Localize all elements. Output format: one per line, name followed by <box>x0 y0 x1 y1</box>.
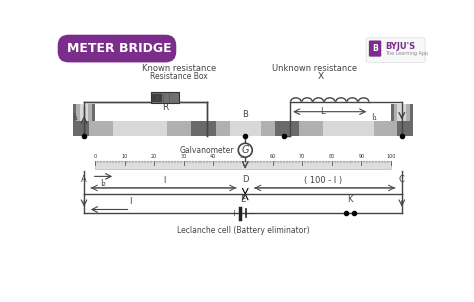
Text: 20: 20 <box>151 154 157 159</box>
Bar <box>391 104 393 121</box>
Text: 50: 50 <box>240 154 246 159</box>
Bar <box>73 104 95 121</box>
Text: BYJU'S: BYJU'S <box>385 42 415 51</box>
Bar <box>284 121 413 136</box>
Bar <box>230 121 261 136</box>
Text: 30: 30 <box>181 154 187 159</box>
Text: +: + <box>230 209 237 218</box>
Text: K: K <box>347 195 353 204</box>
Text: 0: 0 <box>93 154 97 159</box>
Text: Resistance Box: Resistance Box <box>151 72 208 81</box>
Bar <box>80 104 88 121</box>
Text: 70: 70 <box>299 154 305 159</box>
Text: A: A <box>81 175 87 184</box>
Text: Known resistance: Known resistance <box>142 64 217 73</box>
Text: 100: 100 <box>386 154 396 159</box>
Bar <box>95 161 391 169</box>
Text: L: L <box>319 107 324 116</box>
Bar <box>207 121 284 136</box>
Bar <box>73 121 207 136</box>
Text: 10: 10 <box>121 154 128 159</box>
Text: C: C <box>399 175 405 184</box>
Bar <box>152 94 162 102</box>
Text: R: R <box>162 103 168 111</box>
Text: Leclanche cell (Battery eliminator): Leclanche cell (Battery eliminator) <box>177 226 309 235</box>
FancyBboxPatch shape <box>369 40 381 57</box>
Bar <box>113 121 166 136</box>
Text: METER BRIDGE: METER BRIDGE <box>67 42 172 55</box>
Bar <box>92 104 95 121</box>
Text: B: B <box>242 110 248 119</box>
Bar <box>207 121 216 136</box>
Text: G: G <box>241 145 249 155</box>
Text: B: B <box>372 44 378 53</box>
Text: 80: 80 <box>328 154 335 159</box>
Text: I: I <box>129 197 132 206</box>
Text: 90: 90 <box>358 154 365 159</box>
Text: The Learning App: The Learning App <box>385 51 428 56</box>
Bar <box>398 104 406 121</box>
Text: l: l <box>164 176 166 185</box>
Text: Unknown resistance: Unknown resistance <box>273 64 357 73</box>
Bar <box>275 121 284 136</box>
Bar <box>391 104 413 121</box>
Bar <box>397 121 413 136</box>
Bar <box>73 121 89 136</box>
Bar <box>73 104 76 121</box>
Bar <box>151 92 179 103</box>
Text: 40: 40 <box>210 154 217 159</box>
FancyBboxPatch shape <box>58 35 176 63</box>
Text: I₁: I₁ <box>72 113 78 122</box>
Text: 60: 60 <box>269 154 276 159</box>
Bar <box>284 121 300 136</box>
Circle shape <box>238 143 252 157</box>
Text: -: - <box>249 208 253 218</box>
Text: E: E <box>240 195 246 204</box>
Text: X: X <box>318 72 324 81</box>
Text: I₁: I₁ <box>371 113 377 122</box>
Text: I₂: I₂ <box>100 179 106 188</box>
FancyBboxPatch shape <box>366 38 425 63</box>
Bar <box>323 121 374 136</box>
Text: ( 100 - l ): ( 100 - l ) <box>304 176 343 185</box>
Bar <box>410 104 413 121</box>
Text: Galvanometer: Galvanometer <box>180 146 235 155</box>
Bar <box>191 121 207 136</box>
Text: D: D <box>242 175 248 184</box>
